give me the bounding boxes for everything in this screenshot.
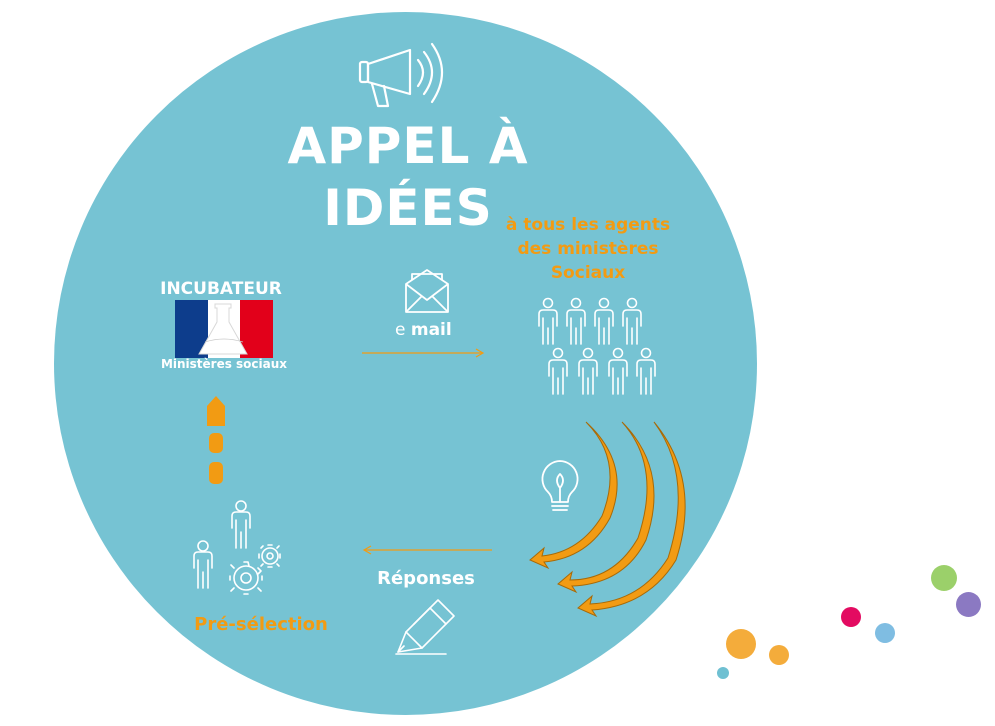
curved-arrows-icon (529, 421, 686, 618)
person-icon (548, 347, 568, 395)
lightbulb-icon (541, 460, 579, 511)
decorative-dot (841, 607, 861, 627)
megaphone-icon (358, 42, 443, 108)
people-group-icon (538, 297, 656, 395)
decorative-dot (769, 645, 789, 665)
decorative-dot (717, 667, 729, 679)
responses-label: Réponses (377, 568, 475, 589)
dashed-up-arrow-icon (207, 396, 225, 484)
gears-people-icon (193, 500, 281, 595)
decorative-dot (956, 592, 981, 617)
background-circle (54, 12, 757, 715)
incubator-flag-logo (175, 300, 273, 358)
email-bold: mail (410, 320, 452, 340)
email-prefix: e (395, 320, 411, 340)
audience-line2: des ministères (517, 239, 659, 259)
decorative-dot (726, 629, 756, 659)
preselection-label: Pré-sélection (194, 614, 328, 635)
audience-line3: Sociaux (550, 263, 626, 283)
title-line1: APPEL À (287, 117, 529, 175)
pencil-icon (395, 599, 455, 655)
person-icon (566, 297, 586, 345)
envelope-icon (405, 269, 449, 313)
person-icon (594, 297, 614, 345)
title-line2: IDÉES (323, 179, 493, 237)
person-icon (636, 347, 656, 395)
person-icon (538, 297, 558, 345)
incubator-heading: INCUBATEUR (160, 279, 282, 299)
person-icon (608, 347, 628, 395)
person-icon (578, 347, 598, 395)
audience-line1: à tous les agents (505, 215, 671, 235)
arrow-left-icon (362, 545, 492, 555)
decorative-dot (931, 565, 957, 591)
incubator-caption: Ministères sociaux (160, 357, 288, 371)
person-icon (622, 297, 642, 345)
decorative-dot (875, 623, 895, 643)
arrow-right-icon (362, 348, 485, 358)
email-label: e mail (395, 320, 452, 340)
